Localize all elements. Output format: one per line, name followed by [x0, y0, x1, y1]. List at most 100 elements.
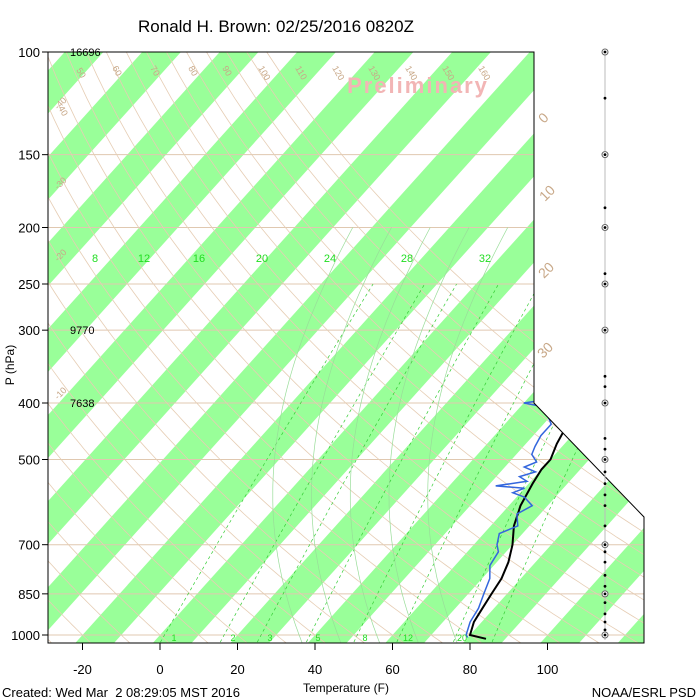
dry-adiabat	[48, 52, 489, 643]
wind-barb-dot	[603, 628, 607, 632]
dry-adiabat	[113, 52, 644, 643]
dry-adiabat	[48, 52, 332, 643]
mixing-ratio-line	[254, 283, 457, 643]
wind-barb-dot	[603, 524, 607, 528]
theta-label: 60	[110, 64, 124, 78]
dry-adiabat	[48, 52, 214, 643]
dry-adiabat	[48, 52, 293, 643]
dry-adiabat	[74, 52, 644, 643]
chart-title: Ronald H. Brown: 02/25/2016 0820Z	[138, 17, 414, 36]
moist-adiabats	[272, 227, 509, 643]
wind-barb-dot	[603, 447, 607, 451]
x-tick-label: 0	[156, 662, 163, 677]
mixing-ratio-line	[303, 283, 499, 643]
isotherm-band	[370, 52, 644, 643]
mixing-ratio-bottom-label: 20	[457, 633, 467, 643]
dry-adiabat	[48, 52, 135, 643]
theta-label: 80	[186, 64, 200, 78]
height-labels: 16696 9770 7638	[70, 47, 101, 410]
y-tick-label: 150	[18, 148, 40, 163]
dry-adiabats	[0, 25, 644, 647]
wind-barb-dot	[603, 543, 607, 547]
moist-adiabat	[272, 227, 354, 643]
moist-adiabat	[311, 227, 392, 643]
footer-credit: NOAA/ESRL PSD	[592, 685, 696, 700]
dry-adiabat	[191, 52, 644, 643]
mixing-ratio-bottom-label: 1	[171, 633, 176, 643]
wind-barb-dot	[603, 401, 607, 405]
theta-label: 90	[220, 64, 234, 78]
mixing-ratio-line	[450, 283, 624, 643]
y-axis-label: P (hPa)	[3, 345, 17, 385]
wind-barb-dot	[603, 206, 607, 210]
y-tick-label: 500	[18, 452, 40, 467]
mixing-ratio-lines	[157, 283, 644, 643]
y-tick-label: 400	[18, 396, 40, 411]
wind-barbs	[601, 48, 609, 640]
dry-adiabat	[48, 52, 253, 643]
mixing-ratio-line	[489, 283, 644, 643]
wind-barb-dot	[603, 436, 607, 440]
theta-label: 50	[74, 66, 88, 80]
mixing-ratio-line	[217, 283, 426, 643]
isotherm-band	[48, 52, 530, 643]
wind-barb-dot	[603, 573, 607, 577]
moist-adiabat	[349, 227, 431, 643]
wind-barb-dot	[603, 226, 607, 229]
mixing-ratio-line	[393, 283, 577, 643]
height-label: 16696	[70, 47, 101, 59]
dry-adiabat	[48, 52, 410, 643]
y-tick-label: 850	[18, 587, 40, 602]
y-tick-label: 1000	[11, 628, 40, 643]
dry-adiabat	[48, 52, 528, 643]
mixing-ratio-label: 16	[193, 253, 205, 265]
plot-frame	[47, 51, 645, 644]
dry-adiabat	[210, 52, 644, 643]
x-tick-label: 40	[308, 662, 322, 677]
dry-adiabat	[230, 52, 644, 643]
wind-barb-dot	[603, 272, 607, 276]
isotherm-label: 10	[536, 182, 558, 204]
dry-adiabat	[249, 52, 644, 643]
x-tick-label: 80	[463, 662, 477, 677]
wind-barb-dot	[603, 153, 607, 157]
mixing-ratio-line	[157, 283, 374, 643]
wind-barb-dot	[603, 50, 607, 54]
isotherm-band	[48, 52, 375, 643]
mixing-ratio-label: 12	[138, 253, 150, 265]
mixing-ratio-line	[350, 283, 540, 643]
wind-barb-dot	[603, 385, 607, 389]
x-tick-label: -20	[73, 662, 92, 677]
moist-adiabat	[427, 227, 509, 643]
isotherm-band	[681, 0, 700, 659]
mixing-ratio-label: 20	[256, 253, 268, 265]
mixing-ratio-bottom-label: 2	[230, 633, 235, 643]
dry-adiabat	[48, 52, 450, 643]
wind-barb-dot	[603, 493, 607, 497]
mixing-ratio-bottom-label: 12	[403, 633, 413, 643]
mixing-ratio-bottom-label: 8	[362, 633, 367, 643]
wind-barb-dot	[603, 620, 607, 624]
mixing-ratio-bottom-label: 5	[315, 633, 320, 643]
y-tick-label: 250	[18, 277, 40, 292]
moist-adiabat	[388, 227, 470, 643]
wind-barb-dot	[603, 482, 607, 486]
wind-barb-dot	[603, 560, 607, 564]
mixing-ratio-bottom-label: 3	[267, 633, 272, 643]
wind-barb-dot	[603, 504, 607, 508]
footer-created: Created: Wed Mar 2 08:29:05 MST 2016	[2, 685, 240, 700]
dry-adiabat	[48, 52, 607, 643]
wind-barb-dot	[603, 282, 607, 286]
height-label: 7638	[70, 398, 94, 410]
mixing-ratio-label: 24	[324, 253, 336, 265]
wind-barb-dot	[603, 550, 607, 554]
dry-adiabat	[48, 52, 371, 643]
isotherm-band	[48, 52, 453, 643]
mixing-ratio-label: 28	[401, 253, 413, 265]
y-tick-label: 200	[18, 221, 40, 236]
wind-barb-dot	[603, 633, 607, 637]
dry-adiabat	[0, 25, 17, 647]
dry-adiabat	[152, 52, 644, 643]
mixing-ratio-label: 8	[92, 253, 98, 265]
